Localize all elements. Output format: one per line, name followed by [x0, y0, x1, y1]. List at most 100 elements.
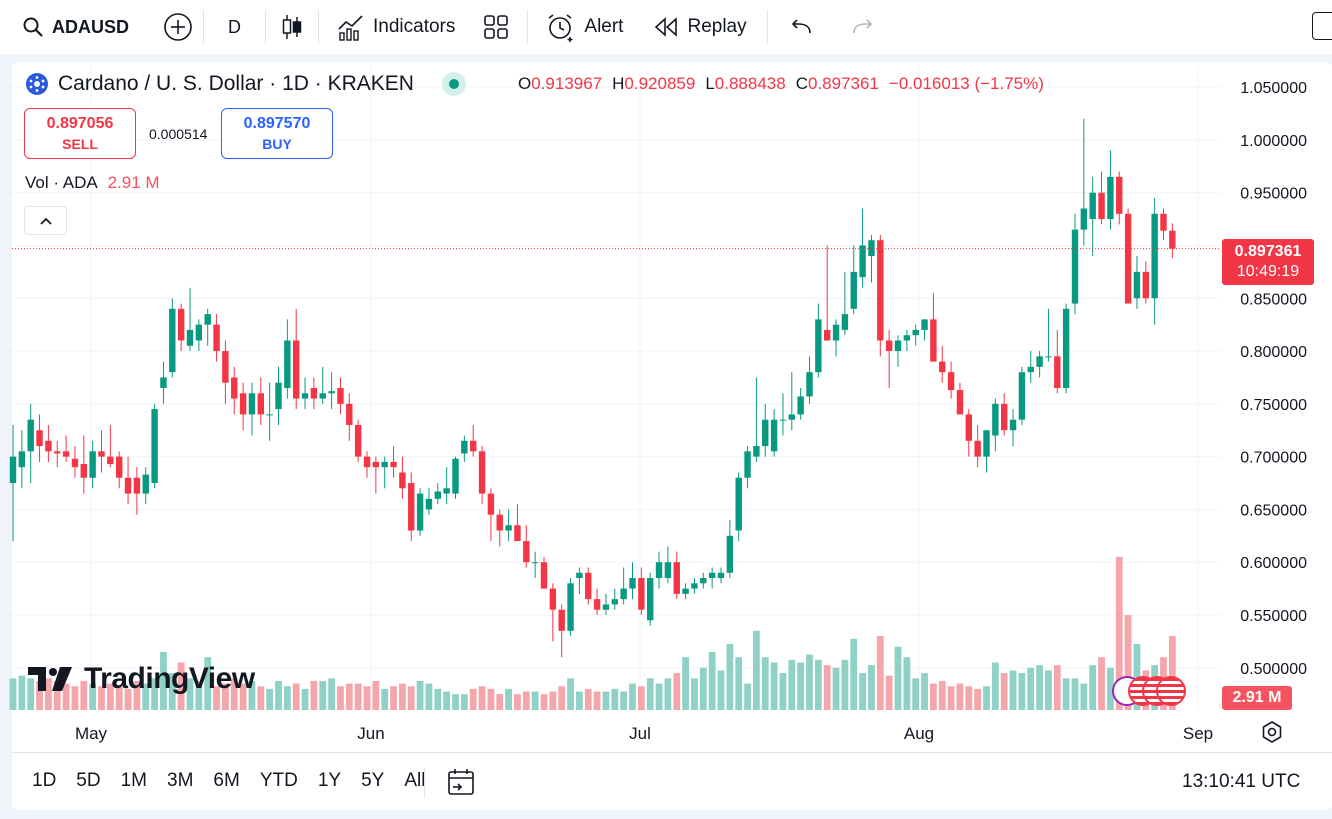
candle-body — [434, 491, 441, 499]
timeframe-button[interactable]: 1Y — [317, 770, 342, 791]
volume-bar — [903, 657, 911, 710]
volume-legend[interactable]: Vol · ADA 2.91 M — [25, 173, 160, 193]
candle-body — [443, 488, 450, 494]
volume-bar — [416, 680, 424, 710]
candle-body — [89, 451, 96, 478]
layouts-button[interactable] — [465, 0, 527, 54]
volume-bar — [753, 630, 760, 710]
timeframe-button[interactable]: 3M — [167, 770, 194, 791]
timeframe-button[interactable]: 6M — [213, 770, 240, 791]
symbol-title[interactable]: Cardano / U. S. Dollar · 1D · KRAKEN — [58, 72, 414, 95]
volume-bar — [301, 688, 309, 710]
date-range-button[interactable] — [446, 767, 476, 802]
timeframe-button[interactable]: All — [404, 770, 426, 791]
candle-body — [841, 314, 849, 330]
collapse-legend-button[interactable] — [24, 206, 67, 235]
low-value: 0.888438 — [714, 74, 786, 93]
candle-body — [939, 361, 946, 373]
candle-body — [1133, 271, 1141, 299]
toolbar-divider — [203, 10, 205, 44]
candle — [425, 488, 433, 515]
candle — [310, 377, 318, 410]
candle — [505, 509, 512, 542]
candle-body — [1169, 230, 1176, 249]
timeframe-button[interactable]: 1D — [32, 770, 57, 791]
volume-bar — [106, 683, 114, 710]
volume-bar — [239, 683, 247, 710]
candle — [160, 361, 167, 404]
chart-settings-button[interactable] — [1260, 720, 1284, 749]
volume-legend-label: Vol · ADA — [25, 173, 97, 192]
fullscreen-button[interactable] — [1312, 12, 1332, 40]
candle — [18, 430, 26, 489]
volume-bar — [540, 694, 548, 710]
open-key: O — [518, 74, 532, 93]
candle-body — [1018, 372, 1026, 420]
indicators-button[interactable]: Indicators — [319, 0, 465, 54]
volume-bar — [584, 688, 592, 710]
candle — [1045, 308, 1052, 362]
timeframe-button[interactable]: 1M — [120, 770, 147, 791]
candle-body — [248, 393, 256, 415]
candle — [248, 382, 256, 436]
undo-icon — [791, 19, 811, 34]
candle — [107, 424, 114, 468]
volume-bar — [151, 678, 158, 710]
volume-bar — [620, 691, 628, 710]
timeframe-button[interactable]: 5Y — [361, 770, 385, 791]
candle-body — [567, 583, 574, 631]
indicators-icon — [338, 15, 363, 41]
redo-button[interactable] — [832, 0, 892, 54]
alert-button[interactable]: Alert — [528, 0, 633, 54]
tradingview-logo[interactable]: TradingView — [28, 662, 255, 696]
candle-body — [1160, 213, 1167, 231]
volume-bar — [177, 662, 185, 710]
sell-button[interactable]: 0.897056 SELL — [24, 108, 136, 159]
candle — [390, 446, 397, 478]
symbol-search[interactable]: ADAUSD — [0, 0, 139, 54]
volume-bar — [655, 683, 663, 710]
volume-bar — [921, 673, 928, 710]
candle — [673, 551, 680, 600]
economic-events[interactable] — [1112, 676, 1188, 708]
candle — [284, 319, 291, 399]
volume-bar — [204, 657, 212, 710]
market-status-icon[interactable] — [441, 72, 466, 96]
volume-bar — [505, 688, 512, 710]
chevron-up-icon — [39, 217, 52, 225]
candle-body — [540, 562, 548, 589]
candle-body — [239, 393, 247, 415]
timeframe-button[interactable]: 5D — [76, 770, 101, 791]
volume-bar — [708, 651, 716, 710]
candle — [824, 245, 831, 341]
replay-button[interactable]: Replay — [633, 0, 766, 54]
volume-bar — [956, 683, 964, 710]
timeframe-button[interactable]: YTD — [259, 770, 298, 791]
compare-button[interactable] — [139, 0, 203, 54]
candle-body — [930, 319, 937, 362]
candle — [1009, 409, 1017, 447]
candle — [27, 403, 34, 484]
candle-body — [1124, 213, 1132, 304]
volume-bar — [248, 680, 256, 710]
utc-clock[interactable]: 13:10:41 UTC — [1182, 771, 1301, 792]
candle — [363, 451, 371, 478]
undo-button[interactable] — [768, 0, 832, 54]
volume-bar — [1168, 636, 1176, 710]
candle-body — [629, 578, 636, 589]
chart-type-button[interactable] — [266, 0, 318, 54]
volume-bar — [761, 657, 769, 710]
candle — [779, 393, 787, 436]
us-flag-icon[interactable] — [1156, 676, 1186, 706]
candle-body — [301, 393, 309, 399]
candle-body — [1116, 176, 1123, 214]
candle — [885, 329, 893, 388]
candle-body — [62, 451, 70, 457]
candle — [726, 519, 734, 579]
candle — [1116, 171, 1123, 225]
price-tick-label: 0.750000 — [1240, 397, 1307, 414]
candle-body — [354, 424, 362, 457]
buy-button[interactable]: 0.897570 BUY — [221, 108, 333, 159]
interval-button[interactable]: D — [204, 0, 265, 54]
